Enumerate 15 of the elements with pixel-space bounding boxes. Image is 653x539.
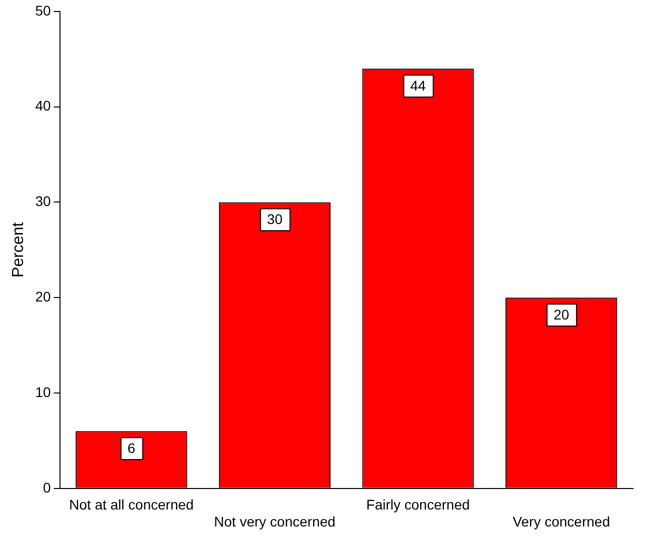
y-tick-label: 0 <box>42 479 51 496</box>
y-tick-label: 40 <box>35 98 51 114</box>
data-label: 20 <box>554 306 570 322</box>
x-tick-label: Very concerned <box>512 513 610 530</box>
y-tick-label: 10 <box>35 384 51 400</box>
data-label: 6 <box>128 440 136 456</box>
y-axis-title: Percent <box>10 222 28 278</box>
x-tick-label: Not very concerned <box>214 513 336 530</box>
y-tick-label: 30 <box>35 193 51 210</box>
y-tick-label: 50 <box>35 2 51 18</box>
x-tick-label: Fairly concerned <box>366 496 470 513</box>
x-tick-label: Not at all concerned <box>69 496 194 513</box>
y-tick-label: 20 <box>35 288 51 304</box>
data-label: 30 <box>266 211 283 228</box>
data-label: 44 <box>410 78 426 94</box>
